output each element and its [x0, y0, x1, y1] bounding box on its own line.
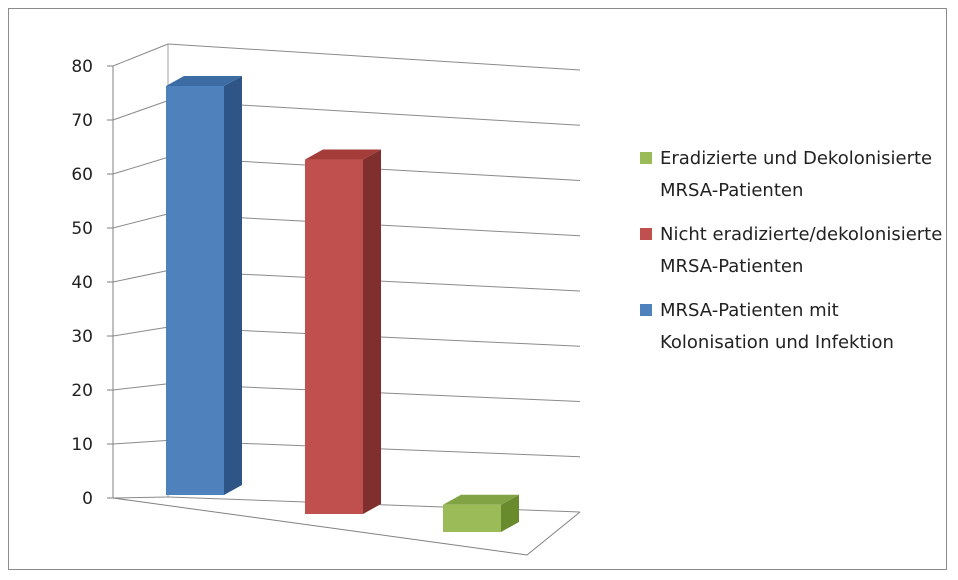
gridline-side: [112, 439, 169, 445]
bar-side: [224, 76, 242, 495]
y-tick-label: 50: [71, 219, 93, 239]
legend-label: MRSA-Patienten mit Kolonisation und Infe…: [660, 300, 894, 353]
bar-top: [166, 76, 242, 86]
bar-side: [501, 494, 519, 532]
legend-item: Nicht eradizierte/dekolonisierte MRSA-Pa…: [640, 219, 945, 283]
floor-edge: [112, 497, 581, 556]
gridline-side: [112, 156, 169, 175]
gridline-side: [112, 270, 169, 283]
legend-item: MRSA-Patienten mit Kolonisation und Infe…: [640, 295, 945, 359]
bar-front: [166, 86, 224, 495]
y-tick-label: 40: [71, 273, 93, 293]
gridline: [167, 43, 581, 71]
bar-2: [305, 149, 381, 515]
gridline-side: [112, 326, 169, 337]
bar-3: [443, 494, 519, 532]
y-tick-label: 80: [71, 57, 93, 77]
legend: Eradizierte und Dekolonisierte MRSA-Pati…: [640, 143, 945, 371]
legend-label: Nicht eradizierte/dekolonisierte MRSA-Pa…: [660, 224, 943, 277]
bar-front: [443, 504, 501, 532]
bar-front: [305, 159, 363, 515]
gridline-side: [112, 43, 169, 67]
gridline-side: [112, 496, 169, 499]
bar-1: [166, 76, 242, 495]
bars: [166, 76, 519, 532]
bar-top: [305, 149, 381, 160]
bar-side: [363, 149, 381, 515]
y-axis-ticks: 0 10 20 30 40 50 60 70 80: [71, 57, 93, 509]
gridline-side: [112, 213, 169, 229]
y-tick-label: 10: [71, 435, 93, 455]
gridline-side: [112, 383, 169, 391]
legend-swatch: [640, 304, 652, 316]
legend-item: Eradizierte und Dekolonisierte MRSA-Pati…: [640, 143, 945, 207]
y-tick-label: 60: [71, 165, 93, 185]
y-tick-label: 0: [82, 489, 93, 509]
legend-swatch: [640, 228, 652, 240]
gridline-side: [112, 100, 169, 121]
legend-swatch: [640, 152, 652, 164]
y-tick-label: 70: [71, 111, 93, 131]
y-tick-label: 20: [71, 381, 93, 401]
legend-label: Eradizierte und Dekolonisierte MRSA-Pati…: [660, 148, 933, 201]
y-tick-label: 30: [71, 327, 93, 347]
bar-top: [443, 494, 519, 505]
